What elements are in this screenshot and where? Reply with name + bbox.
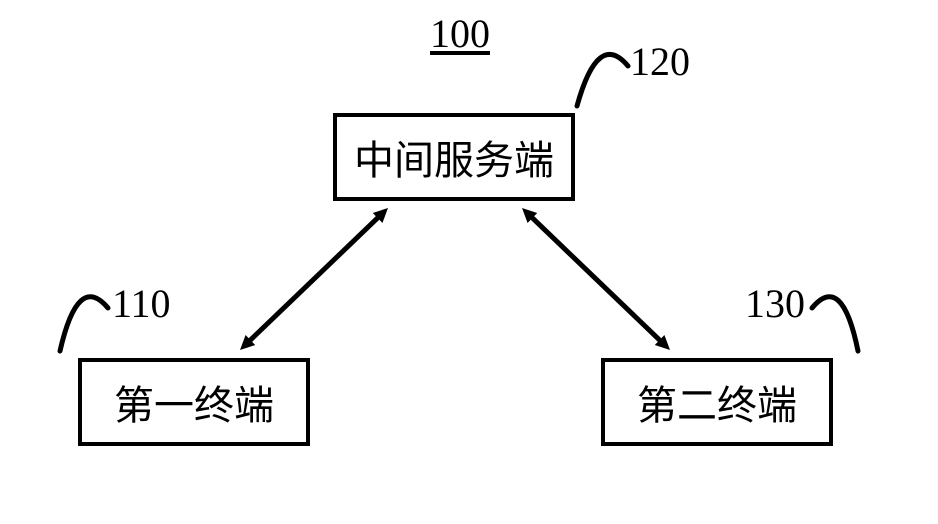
diagram-title: 100 — [430, 10, 490, 57]
diagram-canvas: 100 中间服务端 第一终端 第二终端 120 110 130 — [0, 0, 938, 524]
node-terminal-1: 第一终端 — [78, 358, 310, 446]
node-server: 中间服务端 — [333, 113, 575, 201]
label-110: 110 — [112, 280, 171, 327]
node-terminal-2-text: 第二终端 — [637, 373, 797, 431]
node-terminal-1-text: 第一终端 — [114, 373, 274, 431]
node-server-text: 中间服务端 — [354, 128, 554, 186]
node-terminal-2: 第二终端 — [601, 358, 833, 446]
label-130: 130 — [745, 280, 805, 327]
label-120: 120 — [630, 38, 690, 85]
bidirectional-edges — [240, 208, 670, 350]
label-pointer-curves — [60, 54, 858, 351]
